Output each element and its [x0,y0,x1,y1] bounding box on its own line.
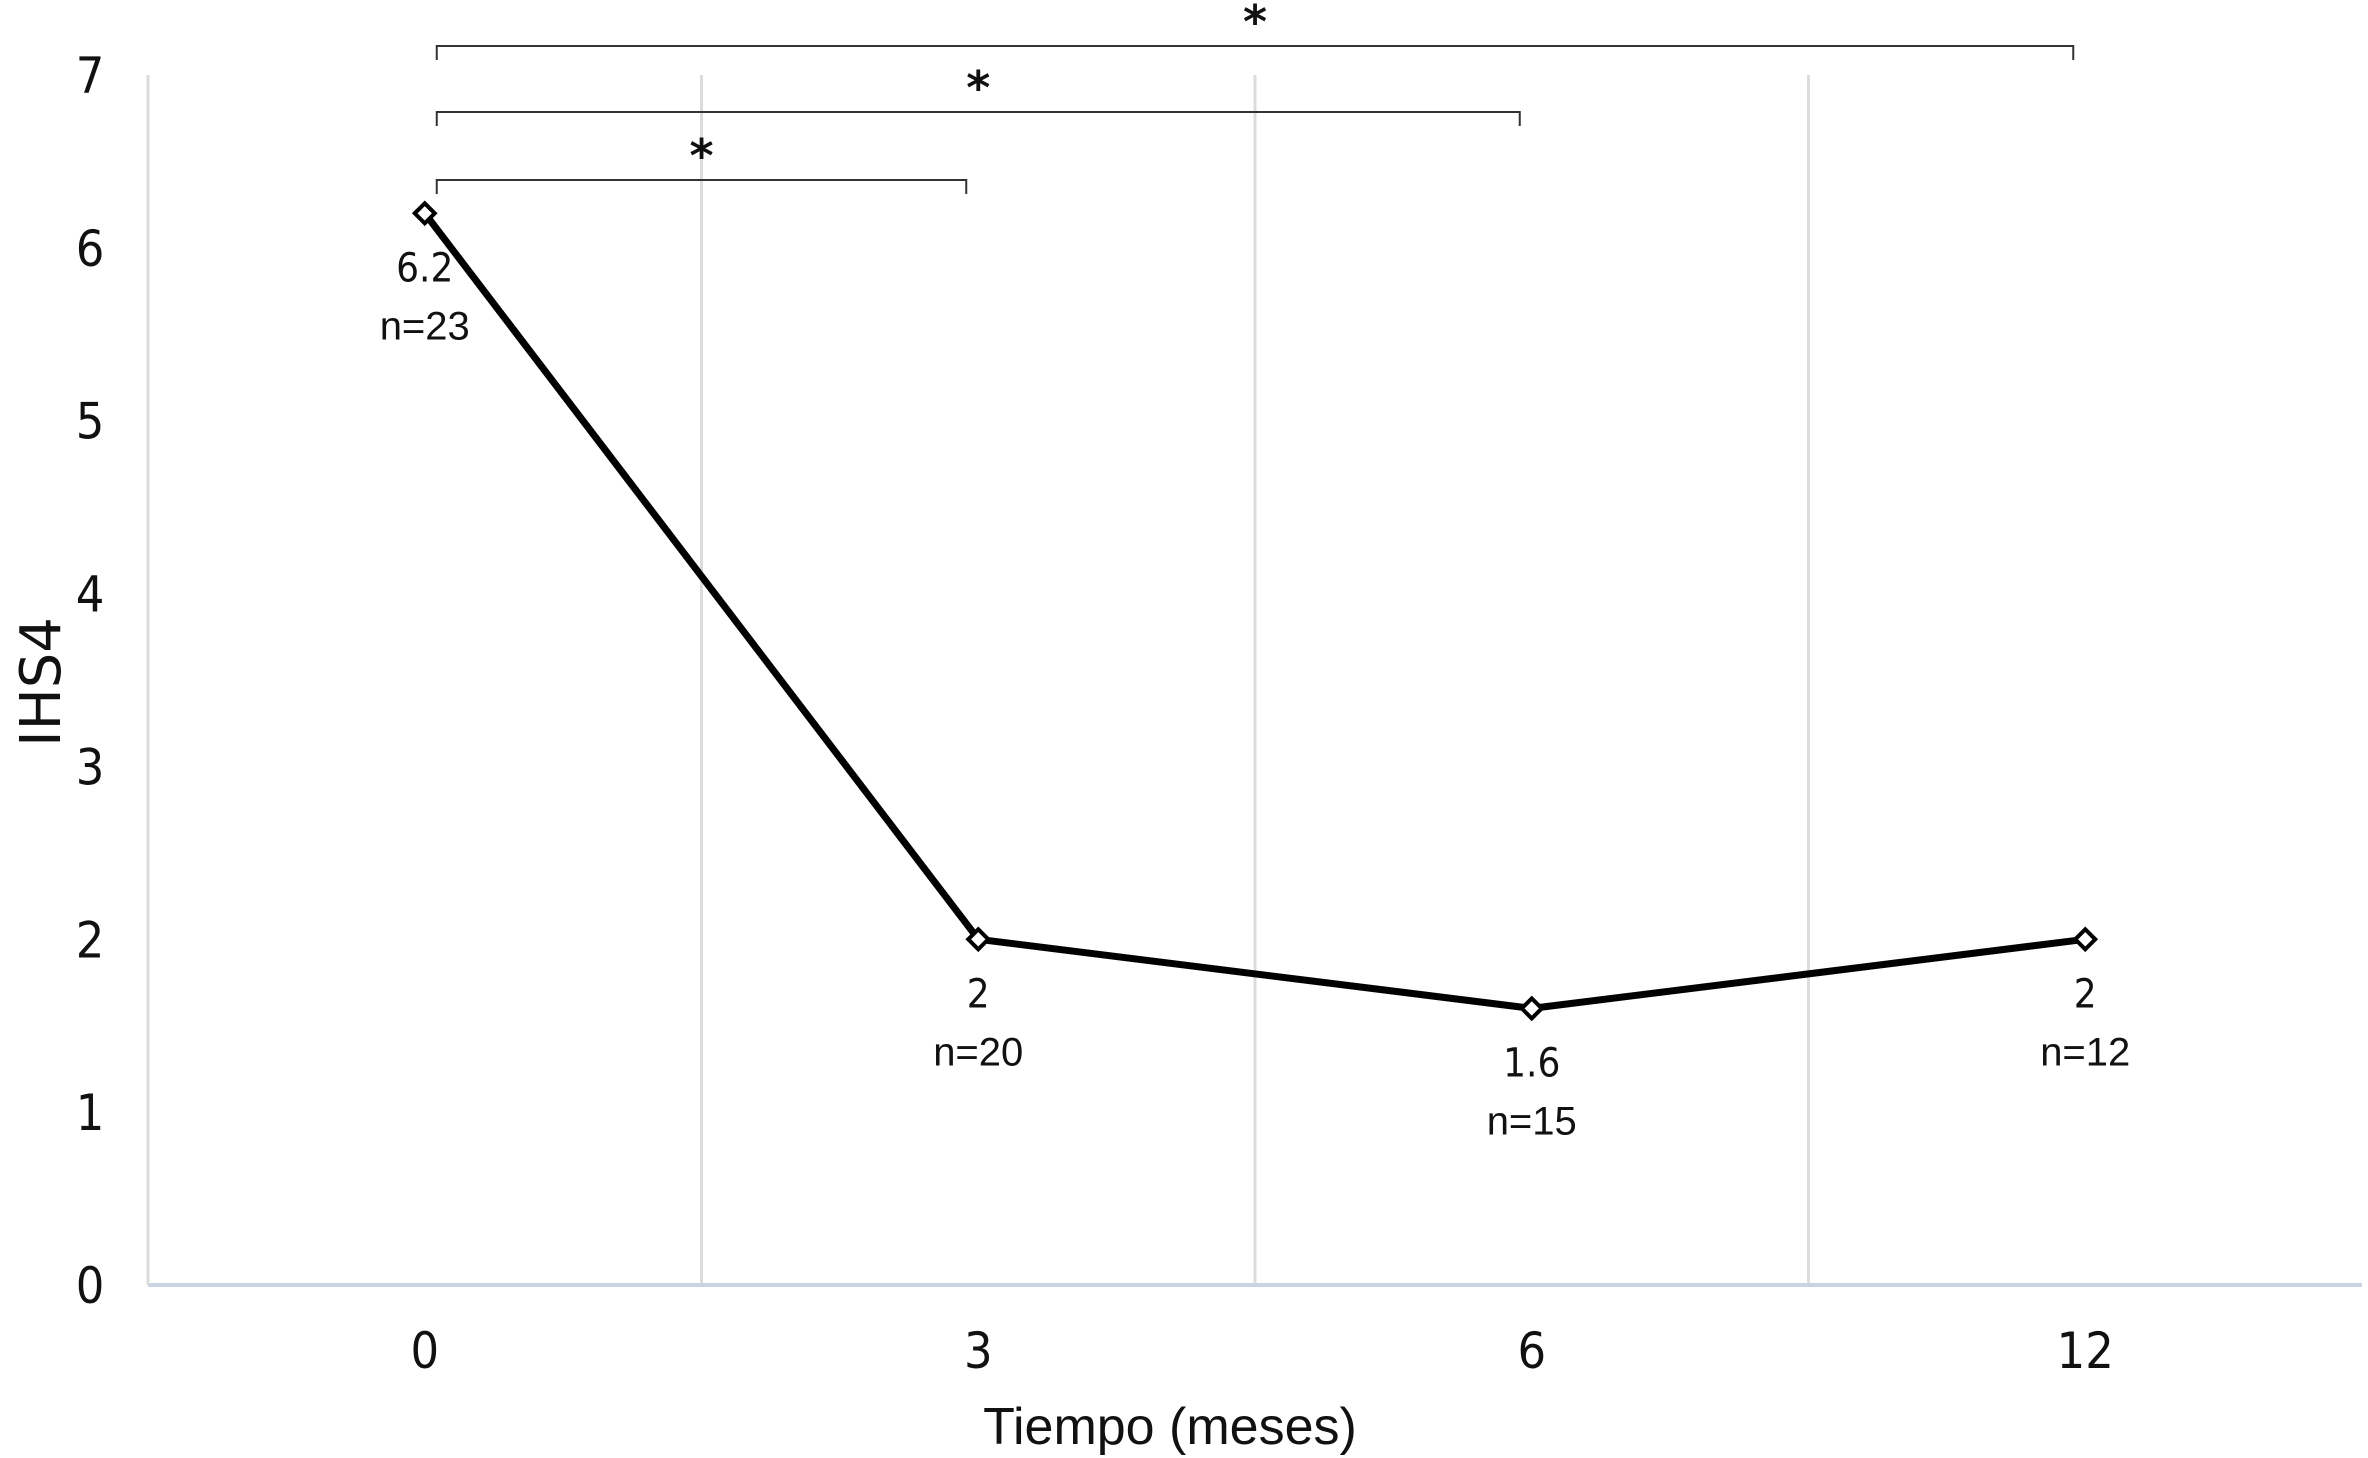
y-tick-label: 2 [76,911,105,969]
data-value-label: 2 [967,971,990,1017]
sample-size-label: n=20 [933,1030,1023,1074]
x-tick-label: 12 [2057,1322,2114,1380]
data-markers [411,200,2099,1022]
data-value-label: 2 [2074,971,2097,1017]
y-tick-label: 6 [76,220,105,278]
significance-marker: * [1243,0,1267,49]
vertical-grid [700,75,1810,1285]
data-value-label: 1.6 [1503,1040,1560,1086]
data-point-marker [411,200,438,227]
x-tick-label: 6 [1517,1322,1546,1380]
x-axis-title: Tiempo (meses) [983,1398,1357,1456]
y-tick-label: 1 [76,1084,105,1142]
significance-bracket [435,111,1521,126]
y-tick-label: 0 [76,1257,105,1315]
y-tick-labels: 0 1 2 3 4 5 6 7 [76,47,105,1315]
y-tick-label: 4 [76,566,105,624]
y-tick-label: 7 [76,47,105,105]
data-point-marker [1518,995,1545,1022]
x-tick-label: 0 [410,1322,439,1380]
significance-brackets: * * * [435,0,2075,194]
y-axis-title: IHS4 [9,617,74,747]
data-point-marker [965,926,992,953]
significance-marker: * [966,61,990,115]
sample-size-label: n=15 [1487,1099,1577,1143]
data-value-label: 6.2 [396,245,453,291]
y-tick-label: 5 [76,393,105,451]
sample-size-label: n=12 [2040,1030,2130,1074]
significance-marker: * [689,129,713,183]
y-tick-label: 3 [76,738,105,796]
significance-bracket [435,179,968,194]
x-tick-labels: 0 3 6 12 [410,1322,2113,1380]
data-labels: 6.2 n=23 2 n=20 1.6 n=15 2 n=12 [380,245,2131,1143]
x-tick-label: 3 [964,1322,993,1380]
series-line [422,211,2086,1012]
sample-size-label: n=23 [380,304,470,348]
data-point-marker [2072,926,2099,953]
significance-bracket [435,45,2075,60]
